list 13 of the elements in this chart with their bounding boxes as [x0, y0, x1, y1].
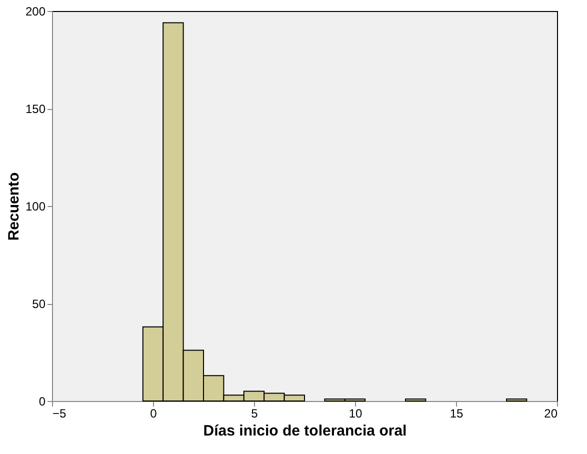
y-axis-title: Recuento: [5, 172, 22, 241]
x-tick-label: 5: [251, 406, 258, 420]
x-tick-label: 0: [150, 406, 158, 420]
y-tick-label: 150: [25, 102, 46, 116]
y-tick-label: 100: [25, 200, 46, 214]
x-tick-label: 20: [544, 406, 558, 420]
x-tick-label: 10: [348, 406, 362, 420]
x-axis-title: Días inicio de tolerancia oral: [203, 422, 407, 440]
x-tick-label: −5: [52, 406, 67, 420]
y-tick-label: 200: [25, 4, 46, 18]
y-tick-label: 0: [38, 394, 46, 408]
y-tick-label: 50: [32, 297, 46, 311]
x-tick-label: 15: [450, 406, 464, 420]
